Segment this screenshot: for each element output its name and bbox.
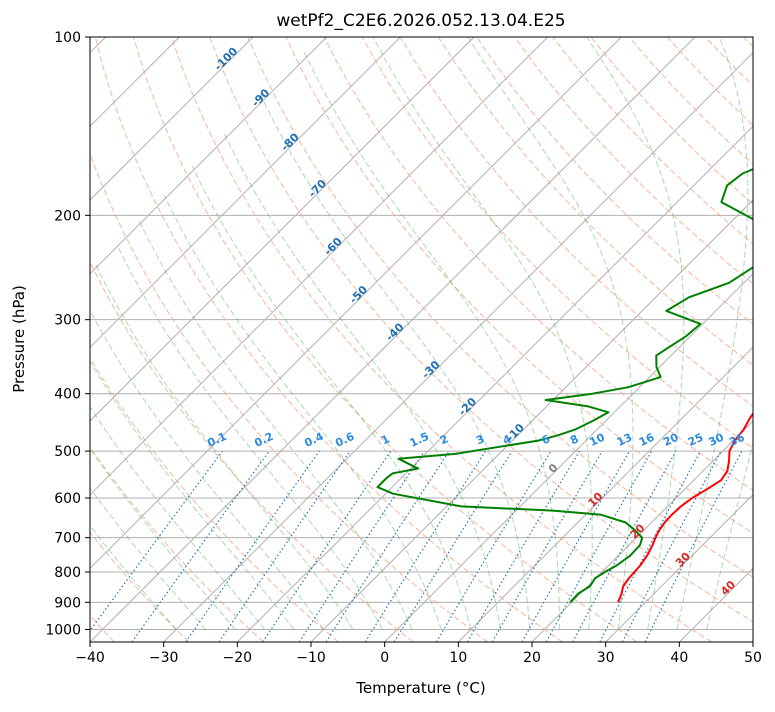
y-tick-label: 300 bbox=[54, 313, 81, 329]
y-axis-label: Pressure (hPa) bbox=[10, 285, 28, 393]
x-tick-label: −40 bbox=[75, 650, 105, 666]
x-tick-label: 50 bbox=[744, 650, 762, 666]
x-tick-label: −30 bbox=[149, 650, 179, 666]
x-tick-label: −20 bbox=[223, 650, 253, 666]
y-tick-label: 900 bbox=[54, 595, 81, 611]
x-tick-label: 40 bbox=[670, 650, 688, 666]
x-tick-label: 20 bbox=[523, 650, 541, 666]
x-tick-label: −10 bbox=[296, 650, 326, 666]
x-tick-label: 30 bbox=[597, 650, 615, 666]
y-tick-label: 400 bbox=[54, 387, 81, 403]
y-tick-label: 700 bbox=[54, 531, 81, 547]
y-tick-label: 100 bbox=[54, 30, 81, 46]
y-tick-label: 600 bbox=[54, 491, 81, 507]
y-tick-label: 800 bbox=[54, 565, 81, 581]
chart-title: wetPf2_C2E6.2026.052.13.04.E25 bbox=[276, 11, 565, 31]
x-axis-label: Temperature (°C) bbox=[355, 679, 485, 697]
y-tick-label: 200 bbox=[54, 208, 81, 224]
x-tick-label: 0 bbox=[380, 650, 389, 666]
y-tick-label: 500 bbox=[54, 444, 81, 460]
x-tick-label: 10 bbox=[449, 650, 467, 666]
y-tick-label: 1000 bbox=[45, 622, 81, 638]
